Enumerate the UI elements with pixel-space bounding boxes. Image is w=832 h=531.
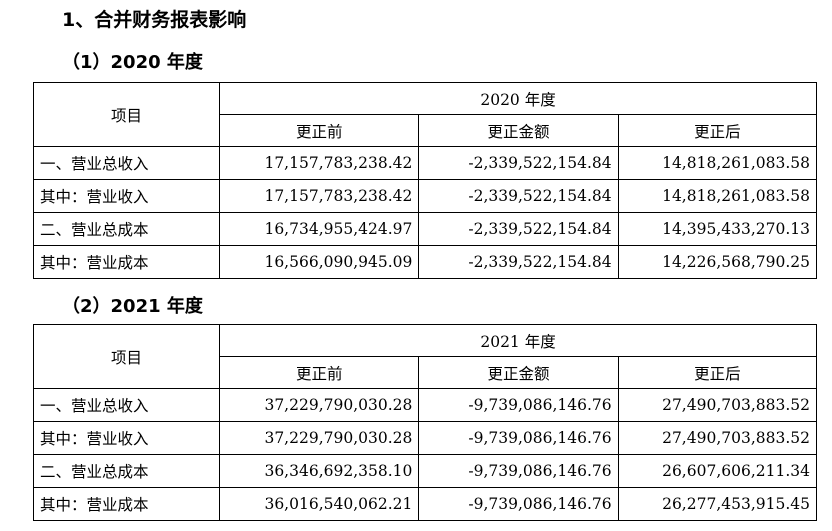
value-before: 16,566,090,945.09: [219, 245, 420, 279]
value-before: 17,157,783,238.42: [219, 179, 420, 213]
value-before: 37,229,790,030.28: [219, 388, 420, 422]
value-before: 37,229,790,030.28: [219, 421, 420, 455]
value-before: 17,157,783,238.42: [219, 146, 420, 180]
item-header: 项目: [32, 324, 221, 389]
value-before: 36,346,692,358.10: [219, 454, 420, 488]
row-label: 其中：营业成本: [32, 487, 221, 521]
value-adjustment: -2,339,522,154.84: [418, 146, 619, 180]
table-row: 二、营业总成本 36,346,692,358.10 -9,739,086,146…: [32, 454, 818, 488]
table-row: 其中：营业成本 16,566,090,945.09 -2,339,522,154…: [32, 245, 818, 279]
table-row: 二、营业总成本 16,734,955,424.97 -2,339,522,154…: [32, 212, 818, 246]
table-2020: 项目 2020 年度 更正前 更正金额 更正后 一、营业总收入 17,157,7…: [32, 82, 818, 279]
table-row: 一、营业总收入 37,229,790,030.28 -9,739,086,146…: [32, 388, 818, 422]
value-adjustment: -2,339,522,154.84: [418, 245, 619, 279]
row-label: 其中：营业收入: [32, 179, 221, 213]
year-header: 2021 年度: [219, 324, 817, 357]
row-label: 一、营业总收入: [32, 388, 221, 422]
col-header-after: 更正后: [617, 356, 818, 389]
table-row: 其中：营业收入 17,157,783,238.42 -2,339,522,154…: [32, 179, 818, 213]
value-after: 14,226,568,790.25: [617, 245, 818, 279]
year-header: 2020 年度: [219, 82, 817, 115]
value-adjustment: -9,739,086,146.76: [418, 421, 619, 455]
subsection-title-2021: （2）2021 年度: [62, 296, 203, 317]
table-row: 其中：营业收入 37,229,790,030.28 -9,739,086,146…: [32, 421, 818, 455]
value-after: 14,395,433,270.13: [617, 212, 818, 246]
value-adjustment: -9,739,086,146.76: [418, 454, 619, 488]
col-header-adjustment: 更正金额: [418, 114, 619, 147]
value-adjustment: -9,739,086,146.76: [418, 388, 619, 422]
value-after: 26,277,453,915.45: [617, 487, 818, 521]
value-before: 36,016,540,062.21: [219, 487, 420, 521]
value-adjustment: -2,339,522,154.84: [418, 212, 619, 246]
item-header: 项目: [32, 82, 221, 147]
row-label: 其中：营业成本: [32, 245, 221, 279]
row-label: 二、营业总成本: [32, 454, 221, 488]
section-heading: 1、合并财务报表影响: [62, 9, 247, 31]
row-label: 一、营业总收入: [32, 146, 221, 180]
value-after: 14,818,261,083.58: [617, 179, 818, 213]
col-header-before: 更正前: [219, 356, 420, 389]
table-2021: 项目 2021 年度 更正前 更正金额 更正后 一、营业总收入 37,229,7…: [32, 324, 818, 521]
value-before: 16,734,955,424.97: [219, 212, 420, 246]
table-row: 其中：营业成本 36,016,540,062.21 -9,739,086,146…: [32, 487, 818, 521]
col-header-before: 更正前: [219, 114, 420, 147]
subsection-title-2020: （1）2020 年度: [62, 52, 203, 73]
value-after: 14,818,261,083.58: [617, 146, 818, 180]
value-adjustment: -9,739,086,146.76: [418, 487, 619, 521]
row-label: 其中：营业收入: [32, 421, 221, 455]
col-header-adjustment: 更正金额: [418, 356, 619, 389]
value-after: 27,490,703,883.52: [617, 388, 818, 422]
value-after: 27,490,703,883.52: [617, 421, 818, 455]
value-after: 26,607,606,211.34: [617, 454, 818, 488]
row-label: 二、营业总成本: [32, 212, 221, 246]
col-header-after: 更正后: [617, 114, 818, 147]
table-row: 一、营业总收入 17,157,783,238.42 -2,339,522,154…: [32, 146, 818, 180]
value-adjustment: -2,339,522,154.84: [418, 179, 619, 213]
